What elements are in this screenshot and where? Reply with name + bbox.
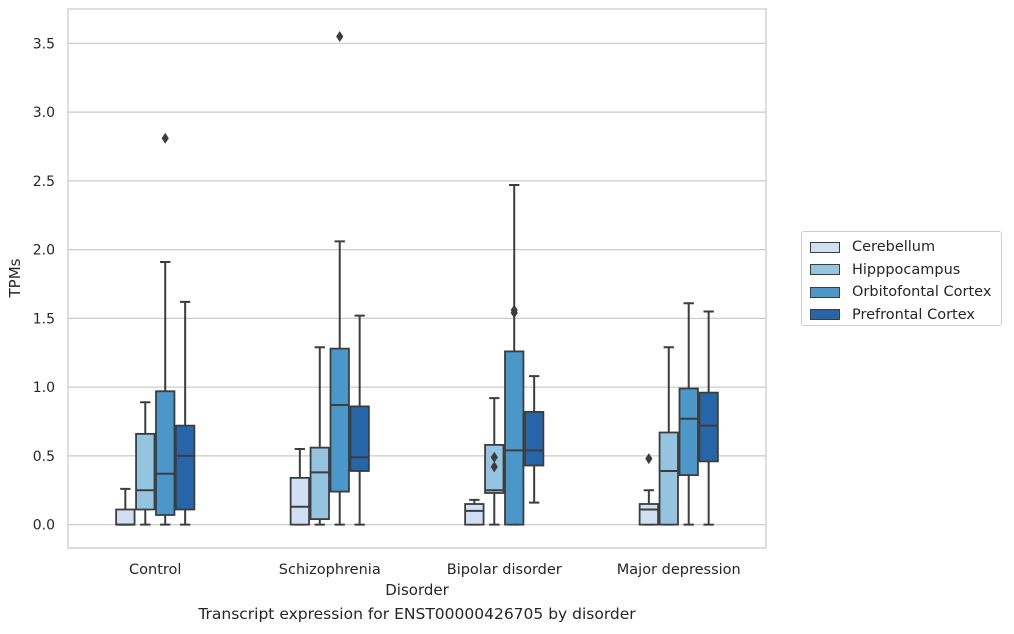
box-major-depression-prefrontal-cortex	[698, 310, 719, 526]
box-bipolar-disorder-prefrontal-cortex	[524, 375, 545, 504]
box-body	[698, 391, 719, 463]
y-tick-label: 1.0	[33, 380, 55, 396]
y-tick-label: 0.5	[33, 449, 55, 465]
outlier-point	[336, 31, 344, 42]
x-axis-label: Disorder	[385, 581, 449, 599]
legend-item-cerebellum: Cerebellum	[810, 236, 1001, 259]
box-body	[678, 387, 699, 477]
x-tick-labels: Control Schizophrenia Bipolar disorder Majo…	[129, 562, 741, 578]
box-major-depression-orbitofontal-cortex	[678, 302, 699, 526]
x-tick-label-schizophrenia: Schizophrenia	[279, 562, 381, 578]
legend-swatch-hippocampus	[810, 264, 840, 276]
y-tick-labels: 0.0 0.5 1.0 1.5 2.0 2.5 3.0 3.5	[33, 36, 55, 533]
box-body	[175, 424, 196, 511]
box-body	[504, 350, 525, 526]
x-tick-label-bipolar-disorder: Bipolar disorder	[447, 562, 562, 578]
x-tick-label-control: Control	[129, 562, 181, 578]
box-body	[155, 390, 176, 516]
box-control-hipppocampus	[135, 401, 156, 526]
box-bipolar-disorder-orbitofontal-cortex	[504, 184, 525, 526]
legend-item-hippocampus: Hipppocampus	[810, 259, 1001, 282]
box-body	[524, 410, 545, 467]
box-control-prefrontal-cortex	[175, 300, 196, 526]
box-body	[638, 503, 659, 526]
box-major-depression-cerebellum	[638, 453, 659, 526]
y-tick-label: 3.0	[33, 105, 55, 121]
legend-swatch-prefrontal-cortex	[810, 309, 840, 321]
outlier-point	[645, 453, 653, 465]
box-body	[289, 476, 310, 526]
legend-item-orbitofrontal-cortex: Orbitofontal Cortex	[810, 281, 1001, 304]
box-schizophrenia-hipppocampus	[309, 346, 330, 526]
box-body	[309, 446, 330, 521]
box-bipolar-disorder-hipppocampus	[484, 397, 505, 526]
legend-label-orbitofrontal-cortex: Orbitofontal Cortex	[852, 284, 992, 301]
box-body	[464, 503, 485, 526]
outlier-point	[490, 461, 498, 473]
x-tick-label-major-depression: Major depression	[617, 562, 741, 578]
y-tick-label: 2.5	[33, 174, 55, 190]
y-tick-label: 2.0	[33, 243, 55, 259]
legend-swatch-orbitofrontal-cortex	[810, 286, 840, 298]
legend-label-prefrontal-cortex: Prefrontal Cortex	[852, 306, 975, 323]
box-major-depression-hipppocampus	[658, 346, 679, 526]
legend-item-prefrontal-cortex: Prefrontal Cortex	[810, 304, 1001, 327]
box-schizophrenia-orbitofontal-cortex	[329, 31, 350, 526]
outlier-point	[161, 132, 169, 144]
box-body	[658, 431, 679, 526]
y-tick-label: 0.0	[33, 518, 55, 534]
legend: Cerebellum Hipppocampus Orbitofontal Cor…	[801, 231, 1002, 326]
box-body	[329, 347, 350, 493]
y-tick-label: 1.5	[33, 311, 55, 327]
outlier-point	[510, 304, 518, 316]
box-schizophrenia-cerebellum	[289, 448, 310, 526]
legend-swatch-cerebellum	[810, 241, 840, 253]
plot-frame	[67, 8, 767, 549]
y-tick-label: 3.5	[33, 36, 55, 52]
box-control-cerebellum	[115, 487, 136, 526]
y-axis-label: TPMs	[6, 258, 24, 298]
box-bipolar-disorder-cerebellum	[464, 498, 485, 526]
chart-caption: Transcript expression for ENST0000042670…	[198, 605, 636, 623]
box-layer	[115, 31, 719, 526]
box-control-orbitofontal-cortex	[155, 132, 176, 526]
box-body	[115, 508, 136, 526]
box-schizophrenia-prefrontal-cortex	[349, 314, 370, 526]
outlier-point	[490, 451, 498, 463]
legend-label-hippocampus: Hipppocampus	[852, 261, 961, 278]
box-body	[349, 405, 370, 472]
legend-label-cerebellum: Cerebellum	[852, 239, 936, 256]
box-body	[135, 432, 156, 511]
